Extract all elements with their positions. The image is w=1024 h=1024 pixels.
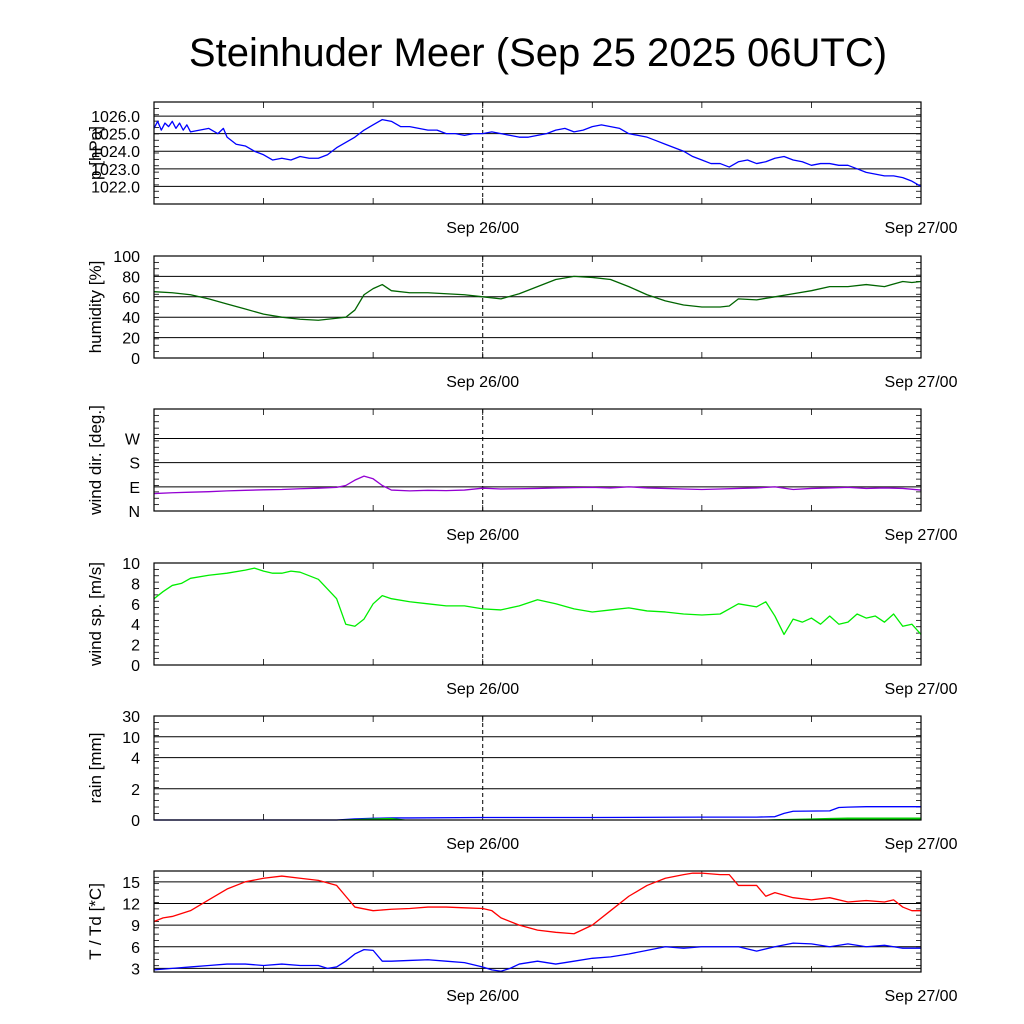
date-label: Sep 27/00: [885, 527, 958, 544]
plot-frame: [153, 255, 922, 359]
series-pressure-0: [153, 118, 922, 187]
y-tick-label: N: [128, 504, 140, 521]
y-tick-label: 30: [122, 709, 140, 726]
y-tick-label: 1022.0: [91, 179, 140, 196]
date-label: Sep 26/00: [446, 374, 519, 391]
date-label: Sep 27/00: [885, 220, 958, 237]
y-tick-label: 10: [122, 556, 140, 573]
plot-frame: [153, 408, 922, 512]
plot-frame: [153, 101, 922, 205]
y-tick-label: 100: [113, 249, 140, 266]
date-label: Sep 26/00: [446, 527, 519, 544]
panel-wind_speed: 10 8 6 4 2 0 wind sp. [m/s] Sep 26/00 Sep 27/00: [86, 556, 958, 698]
series-rain-0: [154, 806, 921, 821]
panel-temperature: 15 12 9 6 3 T / Td [*C] Sep 26/00 Sep 27/00: [86, 870, 958, 1005]
y-tick-label: 2: [131, 638, 140, 655]
date-label: Sep 27/00: [885, 374, 958, 391]
y-tick-label: 20: [122, 331, 140, 348]
panel-humidity: 100 80 60 40 20 0 humidity [%] Sep 26/00 Sep 27/…: [86, 249, 958, 391]
y-tick-label: 6: [131, 597, 140, 614]
y-tick-label: 1026.0: [91, 109, 140, 126]
y-tick-label: 0: [131, 658, 140, 675]
date-label: Sep 26/00: [446, 988, 519, 1005]
date-label: Sep 26/00: [446, 836, 519, 853]
chart-title: Steinhuder Meer (Sep 25 2025 06UTC): [189, 31, 887, 75]
series-temperature-0: [153, 872, 921, 935]
y-tick-label: 4: [131, 751, 140, 768]
y-axis-label: p [hPa]: [86, 126, 105, 180]
series-wind_speed-0: [153, 567, 922, 636]
y-tick-label: 1023.0: [91, 162, 140, 179]
y-tick-label: 60: [122, 290, 140, 307]
series-rain-fill: [336, 817, 922, 820]
y-tick-label: W: [125, 432, 141, 449]
y-axis-label: wind dir. [deg.]: [86, 405, 105, 516]
plot-frame: [153, 562, 922, 666]
y-tick-label: 9: [131, 918, 140, 935]
y-axis-label: wind sp. [m/s]: [86, 562, 105, 667]
y-tick-label: E: [129, 480, 140, 497]
y-tick-label: 0: [131, 813, 140, 830]
y-axis-label: rain [mm]: [86, 733, 105, 804]
plot-frame: [153, 715, 922, 821]
y-tick-label: 15: [122, 875, 140, 892]
y-tick-label: 3: [131, 961, 140, 978]
series-temperature-1: [153, 942, 921, 972]
panel-rain: 30 10 4 2 0 rain [mm] Sep 26/00 Sep 27/00: [86, 709, 958, 853]
y-tick-label: 4: [131, 617, 140, 634]
y-tick-label: 2: [131, 782, 140, 799]
date-label: Sep 27/00: [885, 988, 958, 1005]
date-label: Sep 27/00: [885, 681, 958, 698]
y-axis-label: T / Td [*C]: [86, 883, 105, 960]
y-tick-label: S: [129, 456, 140, 473]
y-tick-label: 6: [131, 940, 140, 957]
y-tick-label: 80: [122, 269, 140, 286]
y-tick-label: 1024.0: [91, 144, 140, 161]
y-tick-label: 8: [131, 576, 140, 593]
date-label: Sep 27/00: [885, 836, 958, 853]
y-tick-label: 10: [122, 730, 140, 747]
plot-frame: [153, 870, 922, 973]
series-humidity-0: [153, 275, 922, 321]
y-tick-label: 0: [131, 351, 140, 368]
date-label: Sep 26/00: [446, 681, 519, 698]
series-wind_dir-0: [153, 475, 922, 495]
y-axis-label: humidity [%]: [86, 261, 105, 354]
y-tick-label: 12: [122, 896, 140, 913]
date-label: Sep 26/00: [446, 220, 519, 237]
y-tick-label: 1025.0: [91, 127, 140, 144]
y-tick-label: 40: [122, 310, 140, 327]
